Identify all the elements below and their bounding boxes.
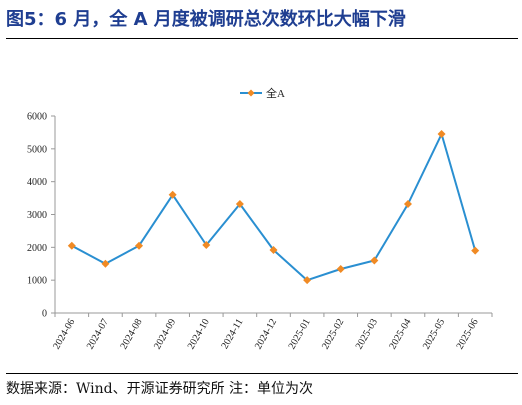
y-tick-label: 1000 — [27, 276, 47, 287]
x-tick-label: 2024-11 — [219, 317, 245, 351]
data-point — [303, 276, 312, 285]
data-point — [471, 246, 480, 255]
y-tick-label: 2000 — [27, 243, 47, 254]
x-tick-label: 2025-02 — [320, 317, 346, 351]
y-tick-label: 5000 — [27, 144, 47, 155]
x-tick-label: 2025-04 — [387, 317, 413, 351]
data-point — [168, 190, 177, 199]
data-point — [336, 265, 345, 274]
x-tick-label: 2024-06 — [51, 317, 77, 351]
y-tick-label: 6000 — [27, 112, 47, 123]
x-tick-label: 2024-09 — [152, 317, 178, 351]
x-tick-label: 2024-08 — [118, 317, 144, 351]
data-point — [235, 199, 244, 208]
x-tick-label: 2025-05 — [421, 317, 447, 351]
chart-area: 0 1000 2000 3000 4000 5000 6000 2024-06 2024-07 2… — [0, 40, 522, 372]
legend-label: 全A — [266, 86, 285, 100]
data-point — [437, 130, 446, 139]
x-tick-label: 2025-03 — [354, 317, 380, 351]
x-tick-label: 2024-12 — [253, 317, 279, 351]
data-point — [101, 259, 110, 268]
data-point — [67, 241, 76, 250]
data-point — [202, 241, 211, 250]
y-tick-label: 4000 — [27, 177, 47, 188]
x-tick-label: 2024-07 — [85, 317, 111, 351]
y-tick-label: 0 — [42, 309, 47, 320]
x-tick-label: 2024-10 — [186, 317, 212, 351]
x-tick-label: 2025-01 — [287, 317, 313, 351]
y-tick-label: 3000 — [27, 210, 47, 221]
figure-title: 图5：6 月，全 A 月度被调研总次数环比大幅下滑 — [6, 9, 406, 30]
line-chart: 0 1000 2000 3000 4000 5000 6000 2024-06 2024-07 2… — [27, 86, 493, 351]
data-point — [135, 241, 144, 250]
data-point — [370, 256, 379, 265]
source-divider — [6, 373, 518, 374]
series-line — [71, 133, 477, 282]
data-point — [269, 245, 278, 254]
source-note: 数据来源：Wind、开源证券研究所 注：单位为次 — [6, 381, 314, 397]
title-divider — [6, 38, 518, 39]
legend-marker — [247, 89, 255, 97]
data-point — [403, 199, 412, 208]
x-tick-label: 2025-06 — [455, 317, 481, 351]
